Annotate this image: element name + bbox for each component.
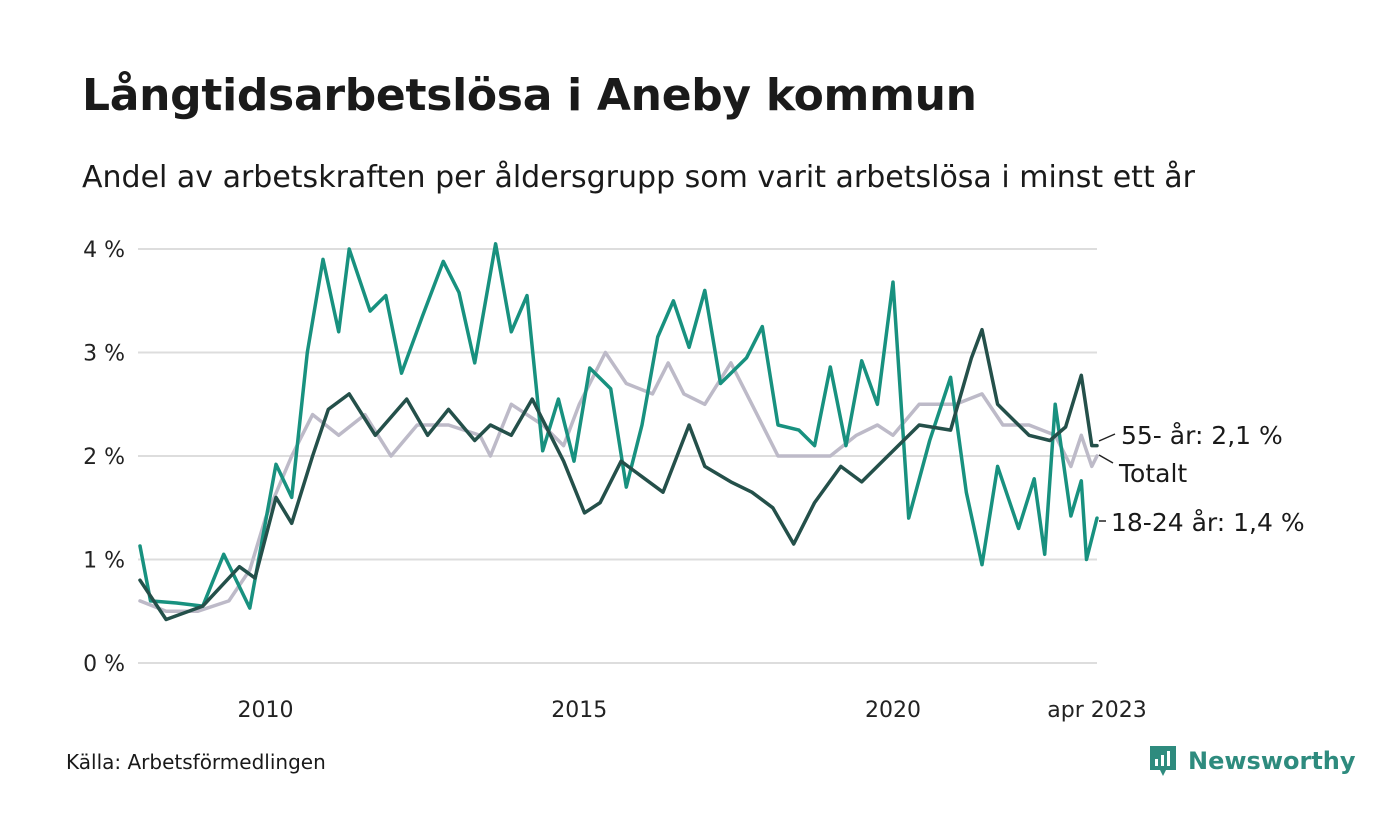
series-end-label: 55- år: 2,1 %: [1121, 421, 1283, 450]
brand-name: Newsworthy: [1188, 747, 1356, 775]
source-note: Källa: Arbetsförmedlingen: [66, 750, 326, 774]
y-tick-label: 4 %: [83, 238, 125, 263]
brand-logo: Newsworthy: [1148, 744, 1356, 778]
y-tick-label: 2 %: [83, 445, 125, 470]
series-lines: [138, 242, 1099, 622]
x-tick-label: 2015: [551, 698, 607, 723]
label-leader: [1098, 433, 1116, 442]
newsworthy-logo-icon: [1150, 746, 1176, 776]
y-tick-label: 0 %: [83, 652, 125, 677]
series-line-totalt: [138, 350, 1099, 614]
y-tick-label: 1 %: [83, 549, 125, 574]
label-leader: [1098, 454, 1114, 464]
chart-subtitle: Andel av arbetskraften per åldersgrupp s…: [82, 160, 1195, 195]
gridlines: [138, 248, 1097, 664]
series-end-label: Totalt: [1118, 459, 1187, 488]
series-line-55-r: [138, 327, 1099, 622]
series-labels: Totalt 18-24 år: 1,4 % 55- år: 2,1 %: [1098, 421, 1305, 537]
x-axis: 2010 2015 2020 apr 2023: [238, 698, 1147, 723]
y-tick-label: 3 %: [83, 342, 125, 367]
y-axis: 0 % 1 % 2 % 3 % 4 %: [83, 238, 125, 677]
chart-title: Långtidsarbetslösa i Aneby kommun: [82, 70, 977, 121]
series-line-18-24-r: [138, 242, 1099, 610]
x-tick-label: 2010: [238, 698, 294, 723]
x-tick-label: 2020: [865, 698, 921, 723]
x-tick-label: apr 2023: [1047, 698, 1146, 723]
series-end-label: 18-24 år: 1,4 %: [1111, 508, 1305, 537]
